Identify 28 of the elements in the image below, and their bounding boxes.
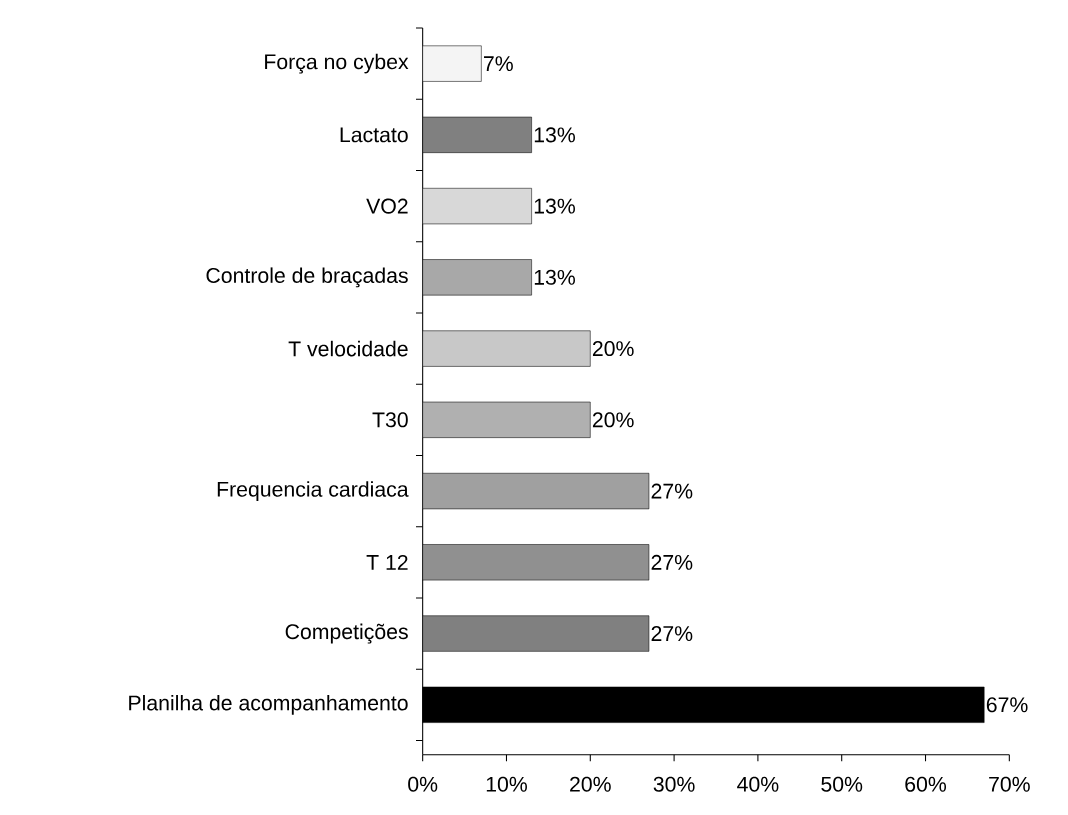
x-tick-label: 40%	[737, 776, 779, 792]
x-tick-label: 20%	[570, 776, 611, 792]
data-label: 27%	[651, 483, 693, 499]
y-tick-label: VO2	[366, 198, 408, 214]
data-label: 13%	[534, 270, 575, 286]
x-tick-label: 10%	[486, 776, 527, 792]
x-tick-label: 0%	[408, 776, 438, 792]
data-label: 13%	[534, 127, 575, 143]
y-tick-label: T 12	[366, 555, 408, 570]
y-tick-label: Frequencia cardiaca	[217, 481, 409, 502]
x-tick-label: 70%	[989, 776, 1030, 792]
data-label: 20%	[592, 412, 634, 428]
data-label: 20%	[592, 341, 634, 357]
data-label: 27%	[651, 555, 693, 570]
x-tick-label: 50%	[821, 776, 863, 792]
y-tick-label: T30	[372, 412, 408, 428]
data-label: 27%	[651, 626, 693, 642]
y-tick-label: Competições	[285, 623, 408, 644]
y-tick-label: Força no cybex	[265, 53, 409, 74]
x-tick-label: 30%	[653, 776, 695, 792]
data-label: 67%	[986, 697, 1028, 713]
y-tick-label: Controle de braçadas	[206, 267, 408, 288]
y-tick-label: Lactato	[340, 127, 408, 143]
y-tick-label: T velocidade	[288, 340, 408, 357]
data-label: 7%	[484, 56, 513, 72]
y-tick-label: Planilha de acompanhamento	[129, 695, 408, 715]
data-label: 13%	[534, 198, 575, 214]
x-tick-label: 60%	[905, 776, 947, 792]
